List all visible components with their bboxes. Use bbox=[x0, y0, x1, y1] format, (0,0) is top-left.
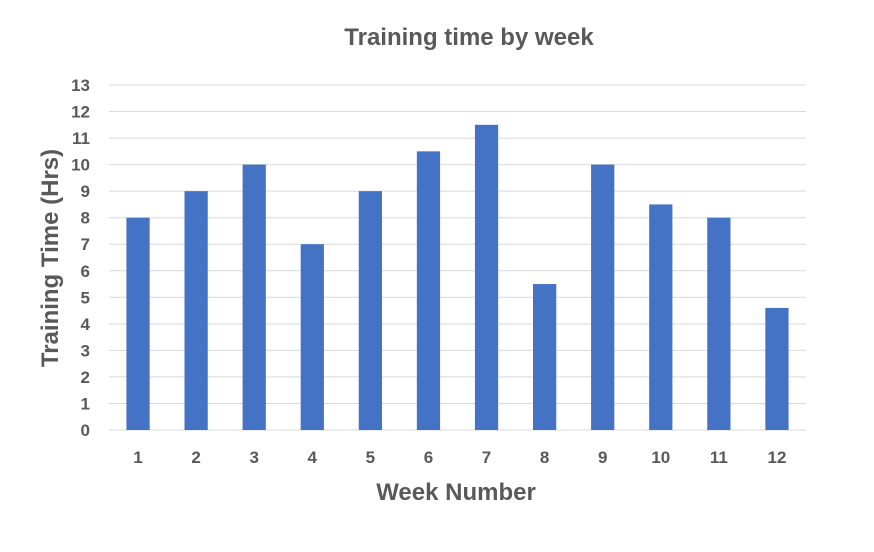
x-tick-label: 10 bbox=[651, 448, 670, 467]
y-tick-label: 0 bbox=[81, 421, 90, 440]
bar-week-1 bbox=[126, 217, 150, 430]
x-tick-label: 3 bbox=[249, 448, 258, 467]
y-tick-label: 8 bbox=[81, 209, 90, 228]
bar-week-4 bbox=[300, 244, 324, 430]
y-tick-label: 4 bbox=[81, 315, 91, 334]
bar-week-9 bbox=[591, 164, 615, 430]
bars bbox=[126, 124, 789, 431]
y-tick-label: 7 bbox=[81, 235, 90, 254]
gridlines bbox=[109, 84, 806, 431]
x-tick-label: 9 bbox=[598, 448, 607, 467]
y-tick-label: 12 bbox=[71, 103, 90, 122]
y-tick-label: 9 bbox=[81, 182, 90, 201]
bar-week-5 bbox=[358, 191, 382, 430]
bar-week-10 bbox=[649, 204, 673, 430]
y-tick-label: 11 bbox=[72, 129, 90, 148]
bar-week-2 bbox=[184, 191, 208, 430]
y-axis-title: Training Time (Hrs) bbox=[37, 149, 64, 367]
x-axis-title: Week Number bbox=[376, 479, 536, 506]
bar-week-3 bbox=[242, 164, 266, 430]
bar-week-7 bbox=[474, 124, 499, 431]
y-tick-label: 5 bbox=[81, 288, 90, 307]
x-tick-label: 5 bbox=[366, 448, 375, 467]
x-axis-ticks: 1 2 3 4 5 6 7 8 9 10 11 12 bbox=[133, 448, 786, 467]
bar-week-12 bbox=[765, 307, 789, 430]
bar-week-8 bbox=[533, 284, 557, 430]
bar-week-11 bbox=[707, 217, 731, 430]
y-tick-label: 3 bbox=[81, 341, 90, 360]
y-tick-label: 2 bbox=[81, 368, 90, 387]
x-tick-label: 2 bbox=[191, 448, 200, 467]
x-tick-label: 7 bbox=[482, 448, 491, 467]
x-tick-label: 12 bbox=[767, 448, 786, 467]
x-tick-label: 6 bbox=[424, 448, 433, 467]
x-tick-label: 11 bbox=[710, 448, 728, 467]
y-tick-label: 1 bbox=[81, 394, 90, 413]
x-tick-label: 8 bbox=[540, 448, 549, 467]
x-tick-label: 4 bbox=[308, 448, 318, 467]
chart-title: Training time by week bbox=[344, 24, 594, 51]
y-tick-label: 10 bbox=[71, 156, 90, 175]
bar-week-6 bbox=[416, 151, 441, 430]
x-tick-label: 1 bbox=[133, 448, 142, 467]
y-tick-label: 6 bbox=[81, 262, 90, 281]
y-tick-label: 13 bbox=[71, 76, 90, 95]
